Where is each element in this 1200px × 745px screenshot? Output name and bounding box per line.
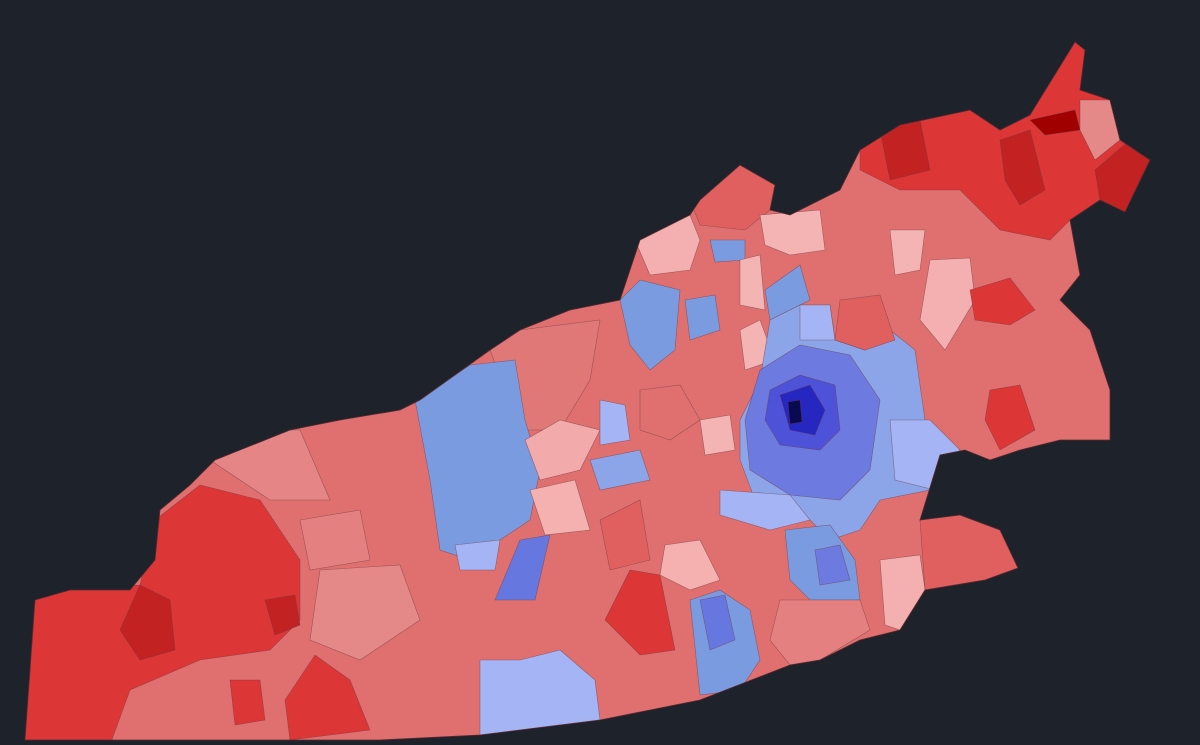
region (719, 489, 811, 531)
region (999, 129, 1046, 206)
region (264, 594, 301, 636)
region (699, 414, 736, 456)
region (524, 419, 601, 481)
region (764, 264, 811, 321)
region (454, 539, 501, 571)
region (799, 304, 836, 341)
region (969, 277, 1036, 326)
region (299, 509, 371, 571)
region (599, 399, 631, 446)
region (739, 254, 766, 311)
region (699, 594, 736, 651)
region (229, 679, 266, 726)
region (599, 499, 651, 571)
region (619, 279, 681, 371)
region (834, 294, 896, 351)
region (639, 384, 701, 441)
region (759, 209, 826, 256)
region (529, 479, 591, 536)
region (414, 359, 541, 561)
region (814, 544, 851, 586)
region (709, 239, 746, 263)
region (919, 257, 976, 351)
region (684, 294, 721, 341)
region (494, 534, 551, 601)
region (309, 564, 421, 661)
region (787, 399, 803, 425)
region (589, 449, 651, 491)
region (284, 654, 371, 740)
region (479, 649, 601, 740)
region (984, 384, 1036, 451)
region (659, 539, 721, 591)
region (1079, 99, 1121, 161)
region (604, 569, 676, 656)
region (889, 229, 926, 276)
region (119, 584, 176, 661)
